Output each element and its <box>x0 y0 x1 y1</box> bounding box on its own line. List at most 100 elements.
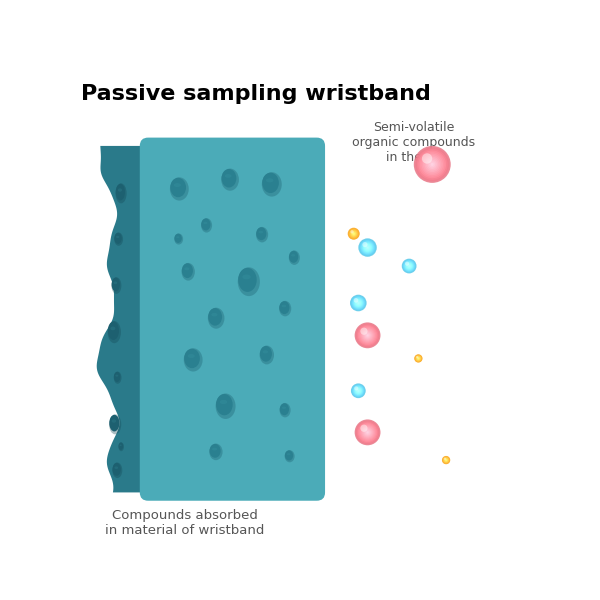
Circle shape <box>353 233 355 235</box>
Ellipse shape <box>112 419 116 423</box>
Ellipse shape <box>285 451 293 461</box>
Ellipse shape <box>280 301 289 314</box>
Circle shape <box>445 459 447 461</box>
Circle shape <box>350 230 354 233</box>
Text: Compounds absorbed
in material of wristband: Compounds absorbed in material of wristb… <box>106 509 265 536</box>
Ellipse shape <box>256 227 266 240</box>
Ellipse shape <box>238 267 260 296</box>
Ellipse shape <box>280 403 290 418</box>
Ellipse shape <box>112 463 122 478</box>
Circle shape <box>443 457 449 464</box>
Circle shape <box>352 232 356 236</box>
Ellipse shape <box>260 346 274 364</box>
Circle shape <box>405 262 413 271</box>
Circle shape <box>416 356 418 358</box>
Ellipse shape <box>182 263 193 278</box>
Ellipse shape <box>109 415 119 431</box>
Circle shape <box>416 356 421 361</box>
Circle shape <box>358 238 377 257</box>
Circle shape <box>418 358 419 359</box>
Ellipse shape <box>259 231 263 233</box>
Text: Passive sampling wristband: Passive sampling wristband <box>81 83 431 104</box>
Circle shape <box>364 244 371 251</box>
Ellipse shape <box>262 173 279 193</box>
Circle shape <box>351 231 356 236</box>
Circle shape <box>417 357 420 360</box>
Circle shape <box>363 428 372 437</box>
Circle shape <box>418 358 419 359</box>
Circle shape <box>353 386 363 396</box>
Ellipse shape <box>116 184 125 200</box>
Circle shape <box>409 265 410 266</box>
Circle shape <box>429 161 436 167</box>
Circle shape <box>444 458 448 462</box>
Ellipse shape <box>260 346 272 362</box>
Circle shape <box>356 389 360 392</box>
Ellipse shape <box>209 443 223 460</box>
Ellipse shape <box>113 281 117 284</box>
Circle shape <box>352 296 365 310</box>
Ellipse shape <box>115 374 118 377</box>
Circle shape <box>356 323 379 347</box>
Ellipse shape <box>225 174 232 178</box>
Circle shape <box>416 356 421 361</box>
Ellipse shape <box>114 371 122 384</box>
Circle shape <box>443 457 449 463</box>
Circle shape <box>442 456 450 464</box>
Circle shape <box>403 259 416 273</box>
Polygon shape <box>97 146 148 493</box>
Circle shape <box>406 263 412 269</box>
Ellipse shape <box>175 233 182 243</box>
Circle shape <box>354 299 362 307</box>
Circle shape <box>415 355 421 362</box>
Circle shape <box>405 262 409 266</box>
Circle shape <box>360 328 375 343</box>
Circle shape <box>404 260 415 272</box>
Circle shape <box>422 154 432 164</box>
Ellipse shape <box>221 169 236 187</box>
Ellipse shape <box>184 349 200 368</box>
Circle shape <box>418 358 419 359</box>
Circle shape <box>365 430 370 434</box>
Circle shape <box>355 322 380 348</box>
Circle shape <box>445 458 448 462</box>
Circle shape <box>356 421 379 444</box>
Circle shape <box>355 299 362 307</box>
Circle shape <box>350 295 367 311</box>
Circle shape <box>420 152 445 177</box>
Circle shape <box>349 229 358 238</box>
Circle shape <box>357 422 379 443</box>
Circle shape <box>363 243 372 252</box>
Circle shape <box>415 148 449 181</box>
Ellipse shape <box>284 450 295 463</box>
Ellipse shape <box>115 466 118 469</box>
Circle shape <box>353 233 354 234</box>
Ellipse shape <box>170 178 189 200</box>
Ellipse shape <box>113 463 121 476</box>
Ellipse shape <box>116 236 119 238</box>
Ellipse shape <box>221 169 239 191</box>
Circle shape <box>358 326 377 345</box>
Circle shape <box>357 389 359 392</box>
Circle shape <box>431 163 434 166</box>
Ellipse shape <box>209 444 221 458</box>
Ellipse shape <box>263 350 268 353</box>
Ellipse shape <box>174 233 183 245</box>
Circle shape <box>444 458 446 460</box>
Circle shape <box>416 356 421 361</box>
Ellipse shape <box>216 394 233 415</box>
Circle shape <box>402 259 416 274</box>
Circle shape <box>361 241 374 254</box>
Circle shape <box>347 227 360 240</box>
Ellipse shape <box>112 278 120 292</box>
Ellipse shape <box>281 305 286 307</box>
Circle shape <box>356 388 361 393</box>
Circle shape <box>414 146 451 183</box>
Ellipse shape <box>256 227 268 242</box>
Ellipse shape <box>242 274 251 279</box>
Circle shape <box>428 160 437 169</box>
Circle shape <box>416 357 420 360</box>
Ellipse shape <box>289 250 300 265</box>
Circle shape <box>349 229 359 239</box>
Circle shape <box>350 230 358 238</box>
